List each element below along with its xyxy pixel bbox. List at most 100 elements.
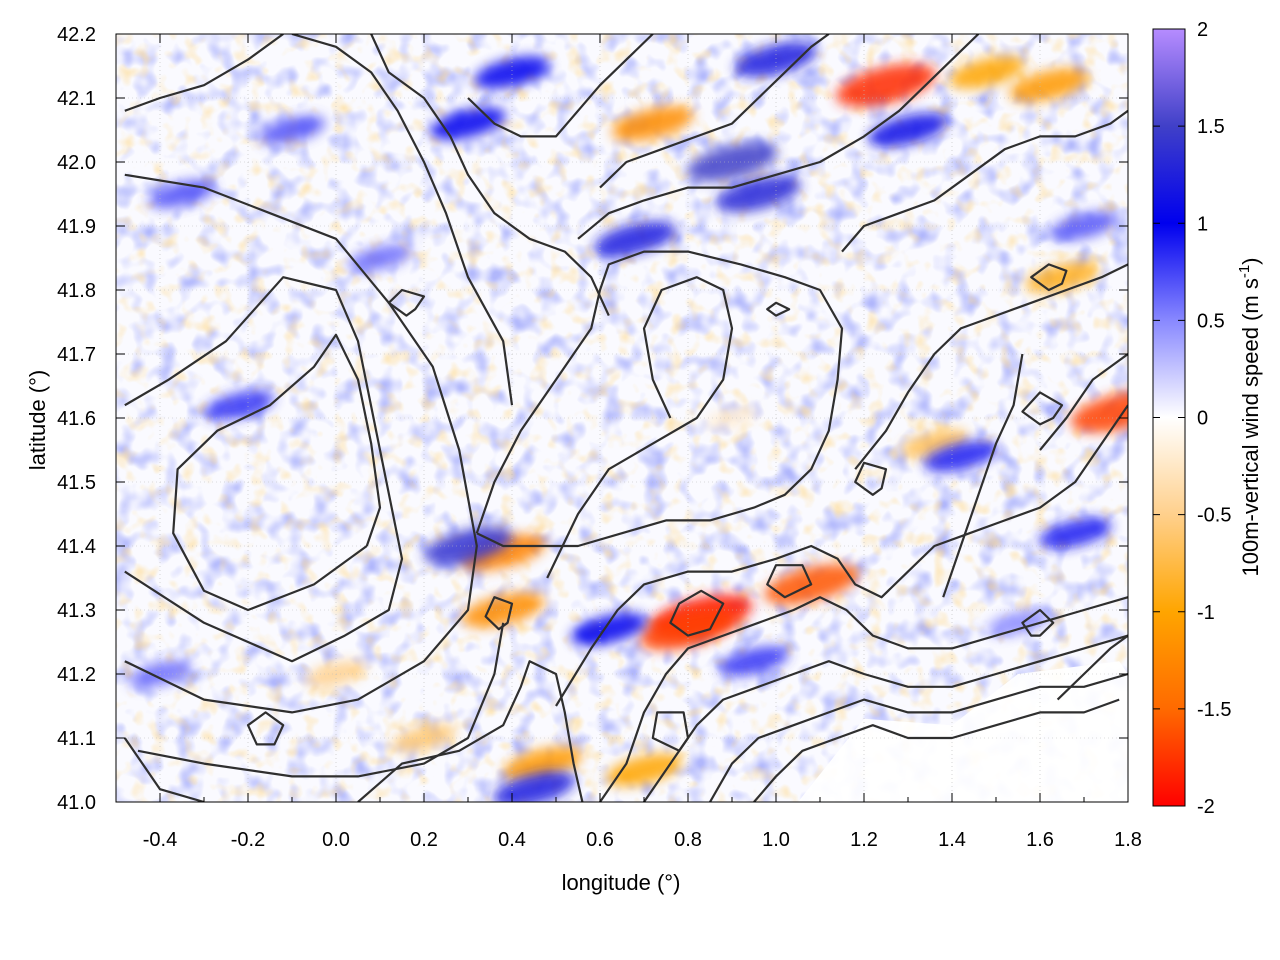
hotspot	[900, 429, 969, 459]
y-tick-label: 41.8	[57, 280, 96, 302]
x-tick-label: 0.8	[674, 829, 702, 851]
contour-line	[753, 698, 1120, 802]
hotspot	[594, 221, 677, 257]
hotspot	[868, 112, 948, 148]
y-tick-label: 41.2	[57, 664, 96, 686]
contour-closed	[387, 288, 426, 317]
hotspot	[1038, 517, 1112, 549]
colorbar: 2 1.5 1 0.5 0 -0.5 -1 -1.5 -2 100m-vertical wind…	[1152, 19, 1263, 818]
calm-region	[798, 661, 1128, 802]
contour-line	[841, 109, 1128, 253]
colorbar-label-sup: -1	[1236, 265, 1253, 278]
contour-line	[370, 34, 610, 317]
contour-closed	[651, 711, 690, 752]
colorbar-tick-label: 1	[1197, 213, 1208, 235]
colorbar-tick-label: 0	[1197, 408, 1208, 430]
x-tick-label: -0.2	[231, 829, 265, 851]
hotspot	[204, 390, 275, 421]
y-tick-label: 42.1	[57, 88, 96, 110]
contour-line	[137, 622, 505, 778]
y-tick-label: 41.0	[57, 792, 96, 814]
contour-line	[124, 173, 478, 714]
contour-closed	[854, 461, 888, 496]
y-tick-label: 42.0	[57, 152, 96, 174]
hotspot	[347, 244, 413, 272]
contour-line	[467, 34, 654, 138]
colorbar-tick-label: 0.5	[1197, 310, 1225, 332]
x-tick-label: 1.0	[762, 829, 790, 851]
x-tick-label: -0.4	[143, 829, 177, 851]
hotspot	[460, 534, 546, 571]
hotspot	[462, 592, 545, 628]
hotspot	[715, 175, 801, 213]
y-tick-label: 41.3	[57, 600, 96, 622]
colorbar-label-main: 100m-vertical wind speed (m s	[1238, 278, 1263, 576]
x-axis-label: longitude (°)	[562, 870, 681, 895]
hotspot	[605, 753, 683, 787]
hotspot	[1009, 68, 1089, 103]
contour-line	[357, 660, 584, 802]
contour-line	[546, 276, 734, 579]
contour-line	[709, 672, 1128, 802]
hotspot	[949, 56, 1026, 89]
colorbar-tick-label: 1.5	[1197, 116, 1225, 138]
hotspot	[258, 115, 326, 145]
colorbar-label-end: )	[1238, 257, 1263, 264]
hotspot	[924, 440, 998, 473]
contour-closed	[246, 711, 285, 746]
hotspot	[492, 771, 576, 802]
colorbar-tick-label: -0.5	[1197, 505, 1231, 527]
x-tick-label: 1.6	[1026, 829, 1054, 851]
contour-line	[854, 263, 1128, 470]
plot-area	[116, 34, 1128, 802]
y-tick-label: 41.6	[57, 408, 96, 430]
colorbar-tick-label: -1.5	[1197, 699, 1231, 721]
hotspot	[503, 746, 583, 781]
contour-line	[599, 34, 830, 189]
contour-line	[555, 404, 1128, 707]
colorbar-tick-label: -2	[1197, 796, 1215, 818]
y-tick-label: 41.9	[57, 216, 96, 238]
colorbar-tick-label: 2	[1197, 19, 1208, 41]
hotspot	[718, 646, 790, 677]
contour-line	[599, 596, 1128, 802]
y-tick-label: 41.4	[57, 536, 96, 558]
x-tick-label: 1.8	[1114, 829, 1142, 851]
hotspot	[835, 63, 937, 107]
colorbar-ticks: 2 1.5 1 0.5 0 -0.5 -1 -1.5 -2	[1153, 19, 1231, 818]
contour-line	[124, 276, 404, 663]
contour-line	[124, 34, 284, 112]
y-tick-label: 41.1	[57, 728, 96, 750]
contour-line	[1056, 634, 1128, 701]
x-axis-ticks: -0.4 -0.2 0.0 0.2 0.4 0.6 0.8 1.0 1.2 1.4 1.6 1.8	[143, 34, 1142, 851]
contour-line	[475, 250, 844, 548]
x-tick-label: 0.6	[586, 829, 614, 851]
y-tick-label: 42.2	[57, 24, 96, 46]
contour-line	[123, 737, 205, 802]
hotspot	[473, 56, 551, 89]
contour-closed	[1021, 608, 1055, 637]
contour-line	[643, 634, 1128, 802]
x-tick-label: 0.4	[498, 829, 526, 851]
hotspot	[734, 41, 818, 78]
y-tick-label: 41.7	[57, 344, 96, 366]
x-tick-label: 0.2	[410, 829, 438, 851]
contour-closed	[484, 596, 514, 631]
contour-line	[172, 333, 382, 612]
y-axis-ticks: 41.0 41.1 41.2 41.3 41.4 41.5 41.6 41.7 41.8 41.9…	[57, 24, 1128, 814]
x-tick-label: 1.4	[938, 829, 966, 851]
x-tick-label: 1.2	[850, 829, 878, 851]
contour-line	[942, 353, 1024, 598]
hotspot	[639, 608, 737, 651]
x-tick-label: 0.0	[322, 829, 350, 851]
contour-line	[577, 34, 980, 240]
contour-line	[1039, 353, 1128, 451]
contour-closed	[766, 301, 791, 317]
contour-closed	[766, 564, 813, 599]
colorbar-tick-label: -1	[1197, 602, 1215, 624]
contour-closed	[1021, 391, 1064, 426]
y-axis-label: latitude (°)	[25, 370, 50, 471]
colorbar-label: 100m-vertical wind speed (m s-1)	[1236, 257, 1263, 576]
contour-lines	[123, 34, 1128, 802]
